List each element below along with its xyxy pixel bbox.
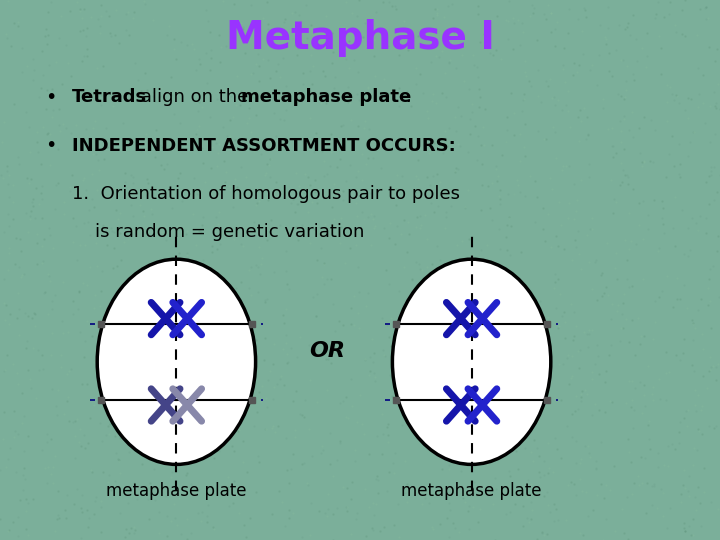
Ellipse shape (392, 259, 551, 464)
Text: metaphase plate: metaphase plate (106, 482, 247, 501)
Text: align on the: align on the (135, 88, 254, 106)
Text: •: • (45, 136, 56, 156)
Text: OR: OR (310, 341, 346, 361)
Text: metaphase plate: metaphase plate (401, 482, 542, 501)
Text: Tetrads: Tetrads (72, 88, 147, 106)
Text: .: . (405, 88, 410, 106)
Text: INDEPENDENT ASSORTMENT OCCURS:: INDEPENDENT ASSORTMENT OCCURS: (72, 137, 456, 155)
Text: •: • (45, 87, 56, 107)
Text: metaphase plate: metaphase plate (241, 88, 411, 106)
Ellipse shape (97, 259, 256, 464)
Text: Metaphase I: Metaphase I (225, 19, 495, 57)
Text: 1.  Orientation of homologous pair to poles: 1. Orientation of homologous pair to pol… (72, 185, 460, 204)
Text: is random = genetic variation: is random = genetic variation (72, 223, 364, 241)
